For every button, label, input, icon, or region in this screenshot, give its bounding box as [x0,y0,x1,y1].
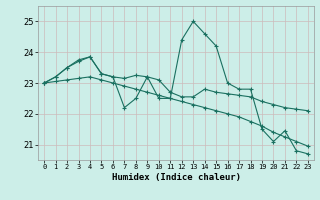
X-axis label: Humidex (Indice chaleur): Humidex (Indice chaleur) [111,173,241,182]
